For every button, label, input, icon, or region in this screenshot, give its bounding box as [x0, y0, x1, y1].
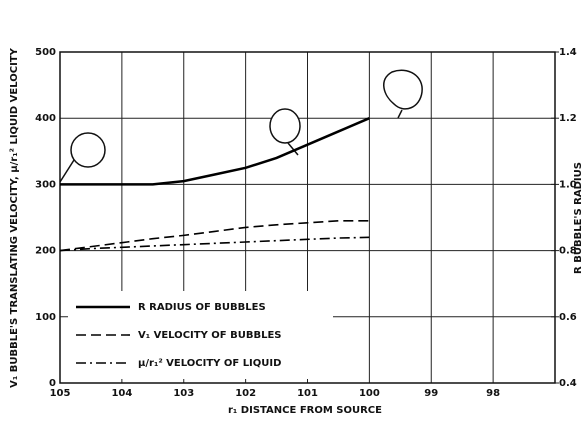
x-tick-label: 98	[486, 388, 500, 399]
bubble-medium	[270, 109, 300, 143]
x-tick-label: 102	[235, 388, 256, 399]
bubble-small	[71, 133, 105, 167]
y2-tick-label: 1.4	[559, 47, 577, 58]
x-tick-label: 103	[173, 388, 194, 399]
y2-tick-label: 0.4	[559, 378, 577, 389]
y-tick-label: 300	[35, 179, 56, 190]
x-tick-label: 104	[111, 388, 132, 399]
chart: r₁ DISTANCE FROM SOURCE V₁ BUBBLE'S TRAN…	[0, 0, 586, 422]
bubble-sketches	[60, 70, 422, 182]
bubble-large	[384, 70, 422, 109]
series-line	[60, 118, 369, 184]
series-line	[60, 221, 369, 251]
y-axis-title: V₁ BUBBLE'S TRANSLATING VELOCITY, μ/r₁² …	[9, 47, 20, 388]
leader-line	[398, 110, 402, 118]
legend-label: R RADIUS OF BUBBLES	[138, 302, 266, 313]
legend-label: μ/r₁² VELOCITY OF LIQUID	[138, 358, 281, 369]
y-tick-label: 100	[35, 312, 56, 323]
y-tick-label: 0	[49, 378, 56, 389]
y-tick-label: 200	[35, 246, 56, 257]
y2-tick-label: 1.0	[559, 179, 577, 190]
x-tick-label: 100	[359, 388, 380, 399]
legend-label: V₁ VELOCITY OF BUBBLES	[138, 330, 282, 341]
y2-tick-label: 0.8	[559, 246, 577, 257]
y-tick-label: 500	[35, 47, 56, 58]
x-tick-label: 105	[50, 388, 71, 399]
y2-tick-label: 1.2	[559, 113, 577, 124]
x-tick-label: 101	[297, 388, 318, 399]
x-axis-title: r₁ DISTANCE FROM SOURCE	[228, 405, 382, 416]
x-tick-label: 99	[424, 388, 438, 399]
y-tick-label: 400	[35, 113, 56, 124]
y2-tick-label: 0.6	[559, 312, 577, 323]
leader-line	[60, 160, 74, 182]
